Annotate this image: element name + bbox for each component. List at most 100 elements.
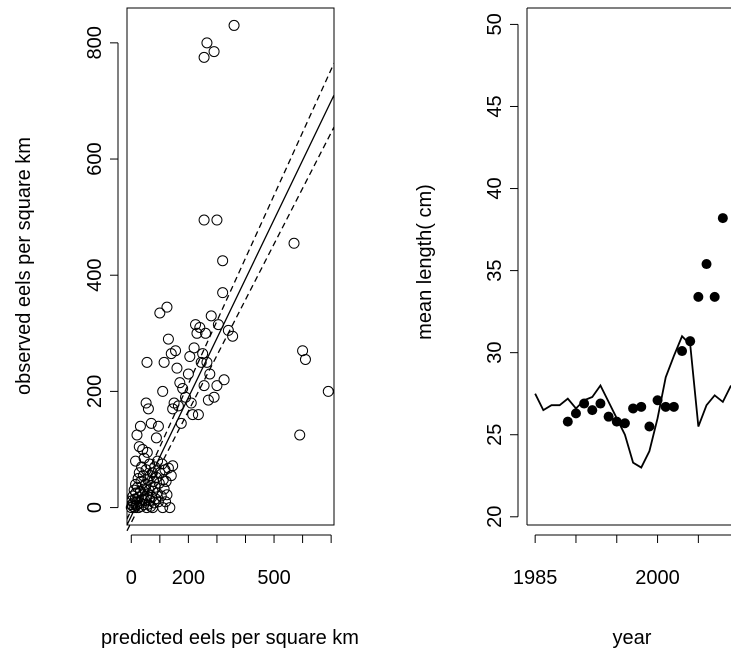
- observed-point: [644, 421, 655, 432]
- scatter-point: [288, 237, 300, 249]
- scatter-point: [187, 409, 199, 421]
- y-axis-title: mean length( cm): [414, 184, 436, 340]
- observed-point: [709, 291, 720, 302]
- model-line: [534, 334, 731, 469]
- fit-line: [126, 94, 335, 526]
- scatter-point: [134, 420, 146, 432]
- x-axis: 1985 2000: [513, 534, 731, 589]
- x-tick-label: 0: [126, 567, 137, 589]
- scatter-point: [155, 490, 167, 502]
- scatter-point: [198, 380, 210, 392]
- observed-point: [717, 213, 728, 224]
- scatter-point: [197, 348, 209, 360]
- y-tick-label: 25: [484, 424, 506, 446]
- observed-point: [570, 408, 581, 419]
- scatter-point: [158, 483, 170, 495]
- x-axis-title: predicted eels per square km: [101, 627, 359, 649]
- scatter-point: [195, 356, 207, 368]
- scatter-point: [161, 489, 173, 501]
- observed-points: [562, 213, 728, 432]
- scatter-point: [211, 380, 223, 392]
- scatter-point: [133, 467, 145, 479]
- x-tick-label: 1985: [513, 567, 558, 589]
- ci-upper-line: [126, 62, 335, 520]
- scatter-point: [162, 333, 174, 345]
- observed-point: [701, 259, 712, 270]
- observed-point: [677, 346, 688, 357]
- scatter-point: [154, 307, 166, 319]
- scatter-point: [191, 327, 203, 339]
- scatter-point: [294, 429, 306, 441]
- scatter-point: [217, 287, 229, 299]
- scatter-point: [145, 417, 157, 429]
- scatter-point: [150, 432, 162, 444]
- y-axis: 0 200 400 600 800: [84, 26, 119, 513]
- scatter-panel: 0 200 500 0 200 400 600 800 predicted eels per…: [13, 7, 359, 649]
- y-tick-label: 400: [84, 259, 106, 292]
- observed-point: [668, 401, 679, 412]
- scatter-point: [156, 458, 168, 470]
- scatter-point: [142, 403, 154, 415]
- x-tick-label: 2000: [635, 567, 680, 589]
- y-tick-label: 600: [84, 142, 106, 175]
- scatter-point: [198, 51, 210, 63]
- scatter-point: [160, 496, 172, 508]
- observed-point: [660, 401, 671, 412]
- y-tick-label: 35: [484, 259, 506, 281]
- scatter-point: [171, 362, 183, 374]
- scatter-point: [194, 321, 206, 333]
- scatter-point: [130, 499, 142, 511]
- scatter-point: [130, 455, 142, 467]
- y-tick-label: 800: [84, 26, 106, 59]
- x-axis: 0 200 500: [126, 534, 332, 589]
- scatter-point: [205, 310, 217, 322]
- x-tick-label: 200: [172, 567, 205, 589]
- plot-frame: [126, 7, 335, 526]
- scatter-point: [150, 493, 162, 505]
- fit-lines: [126, 62, 335, 532]
- x-axis-title: year: [613, 627, 652, 649]
- scatter-point: [161, 301, 173, 313]
- observed-point: [693, 291, 704, 302]
- scatter-point: [192, 409, 204, 421]
- model-line-path: [534, 334, 731, 469]
- scatter-point: [222, 324, 234, 336]
- scatter-marks: [125, 19, 334, 514]
- observed-point: [579, 398, 590, 409]
- observed-point: [587, 405, 598, 416]
- scatter-point: [218, 374, 230, 386]
- scatter-point: [202, 394, 214, 406]
- scatter-point: [152, 496, 164, 508]
- scatter-point: [157, 385, 169, 397]
- observed-point: [611, 416, 622, 427]
- scatter-point: [217, 255, 229, 267]
- scatter-point: [198, 214, 210, 226]
- y-axis-title: observed eels per square km: [13, 137, 35, 395]
- x-tick-label: 500: [257, 567, 290, 589]
- y-tick-label: 30: [484, 342, 506, 364]
- y-tick-label: 45: [484, 95, 506, 117]
- scatter-point: [137, 443, 149, 455]
- ci-lower-line: [126, 126, 335, 532]
- observed-point: [619, 418, 630, 429]
- scatter-point: [227, 330, 239, 342]
- scatter-point: [201, 356, 213, 368]
- scatter-point: [188, 342, 200, 354]
- observed-point: [628, 403, 639, 414]
- scatter-point: [208, 391, 220, 403]
- scatter-point: [152, 420, 164, 432]
- observed-point: [636, 401, 647, 412]
- scatter-point: [158, 356, 170, 368]
- y-tick-label: 200: [84, 375, 106, 408]
- scatter-point: [174, 377, 186, 389]
- observed-point: [603, 411, 614, 422]
- observed-point: [685, 336, 696, 347]
- scatter-point: [228, 19, 240, 31]
- scatter-point: [133, 441, 145, 453]
- scatter-point: [208, 46, 220, 58]
- y-tick-label: 50: [484, 13, 506, 35]
- y-axis: 20 25 30 35 40 45 50: [484, 13, 519, 528]
- scatter-point: [211, 214, 223, 226]
- observed-point: [562, 416, 573, 427]
